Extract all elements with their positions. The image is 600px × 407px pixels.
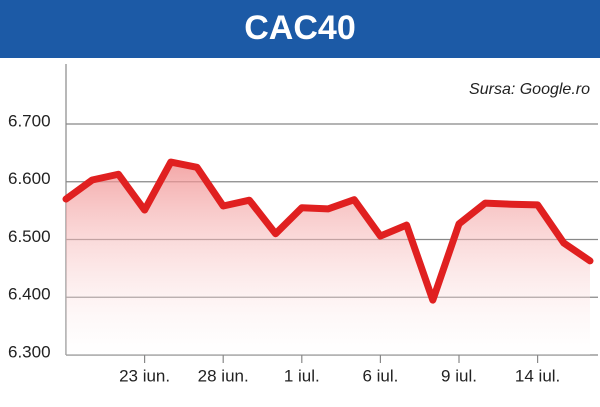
x-tick-label: 28 iun. <box>198 366 249 385</box>
x-tick-label: 1 iul. <box>284 366 320 385</box>
chart-title: CAC40 <box>244 9 355 47</box>
area <box>66 162 590 355</box>
y-tick-label: 6.400 <box>8 285 51 304</box>
source: Sursa: Google.ro <box>469 81 590 98</box>
x-tick-label: 9 iul. <box>441 366 477 385</box>
x-tick-label: 6 iul. <box>362 366 398 385</box>
title-bar <box>0 0 600 58</box>
y-tick-label: 6.600 <box>8 169 51 188</box>
y-tick-label: 6.700 <box>8 111 51 130</box>
y-tick-label: 6.500 <box>8 227 51 246</box>
x-tick-label: 14 iul. <box>515 366 560 385</box>
x-tick-label: 23 iun. <box>119 366 170 385</box>
y-tick-label: 6.300 <box>8 342 51 361</box>
line <box>62 158 594 304</box>
